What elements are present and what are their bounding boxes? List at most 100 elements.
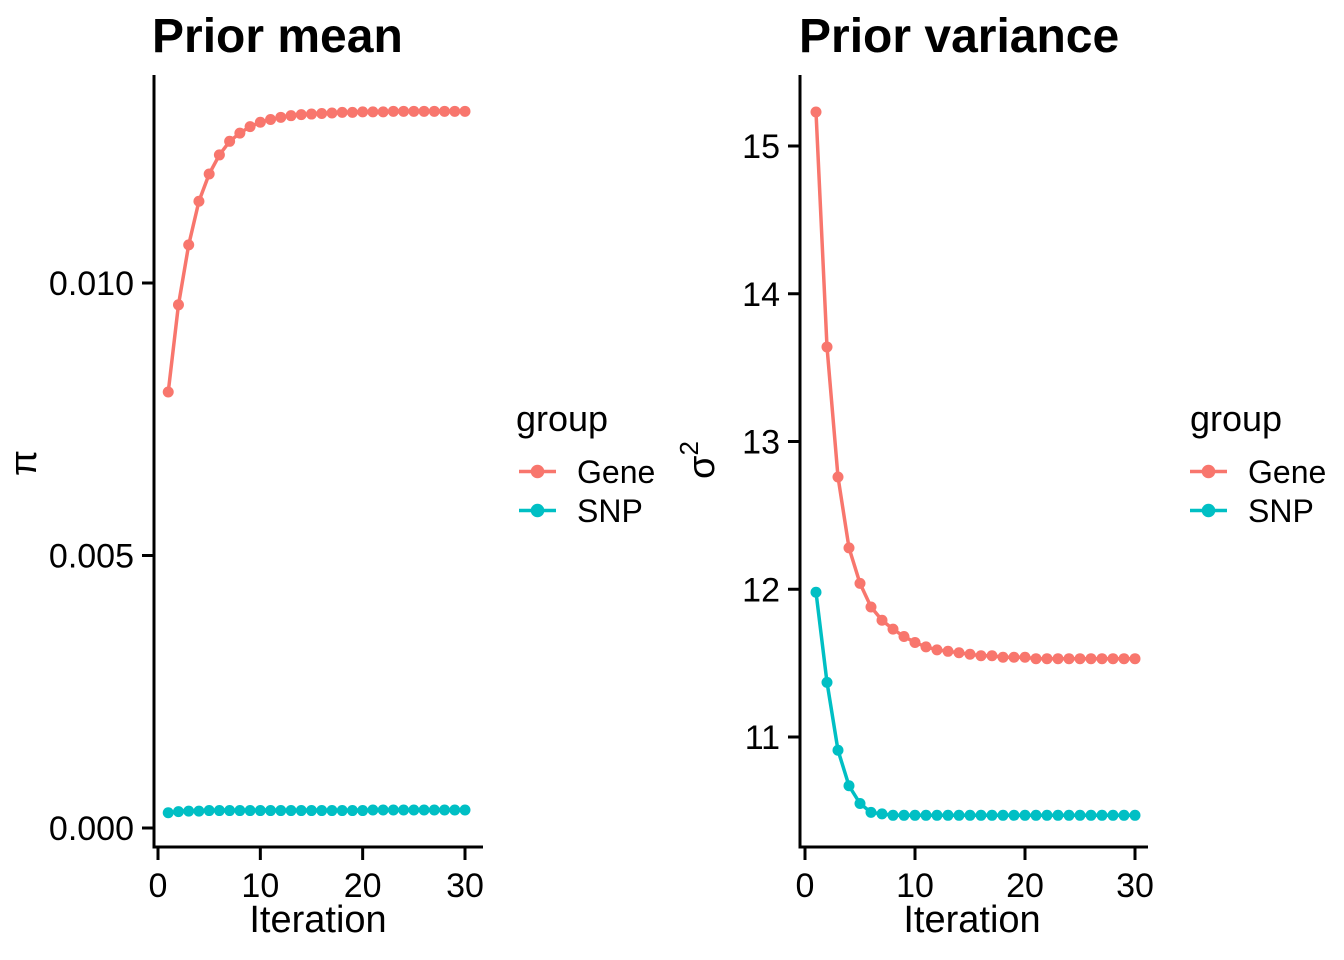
snp-point — [398, 804, 410, 816]
gene-point — [1019, 651, 1031, 663]
gene-point — [254, 116, 266, 128]
snp-point — [357, 805, 369, 817]
snp-point — [449, 804, 461, 816]
axes-right: 11 12 13 14 15 0 10 20 30 — [742, 75, 1154, 905]
gene-point — [953, 647, 965, 659]
x-tick-label: 10 — [241, 867, 279, 905]
legend-left: group Gene SNP — [516, 398, 655, 529]
gene-point — [449, 105, 461, 117]
gene-point — [285, 110, 297, 122]
gene-point — [1129, 653, 1141, 665]
snp-point — [1096, 809, 1108, 821]
gene-point — [357, 106, 369, 118]
gene-point — [305, 108, 317, 120]
legend-key-dot-gene — [530, 464, 545, 479]
y-tick-label: 15 — [742, 128, 780, 166]
legend-item-gene: Gene — [577, 454, 655, 490]
gene-point — [439, 105, 451, 117]
snp-point — [975, 809, 987, 821]
snp-point — [428, 804, 440, 816]
panel-title: Prior variance — [799, 10, 1119, 63]
snp-point — [876, 808, 888, 820]
gene-point — [997, 651, 1009, 663]
snp-point — [909, 809, 921, 821]
gene-point — [408, 105, 420, 117]
snp-point — [953, 809, 965, 821]
x-tick-label: 30 — [446, 867, 484, 905]
snp-point — [1041, 809, 1053, 821]
legend-title: group — [516, 398, 608, 439]
snp-point — [459, 804, 471, 816]
snp-point — [316, 805, 328, 817]
gene-point — [909, 636, 921, 648]
snp-point — [986, 809, 998, 821]
snp-point — [931, 809, 943, 821]
snp-point — [203, 805, 215, 817]
snp-point — [1074, 809, 1086, 821]
gene-point — [316, 108, 328, 120]
snp-point — [172, 806, 184, 818]
snp-point — [920, 809, 932, 821]
gene-point — [1030, 653, 1042, 665]
gene-point — [975, 650, 987, 662]
snp-point — [1107, 809, 1119, 821]
x-tick-label: 10 — [896, 867, 934, 905]
gene-point — [387, 105, 399, 117]
snp-point — [865, 806, 877, 818]
snp-point — [162, 807, 174, 819]
y-tick-label: 11 — [745, 719, 780, 757]
gene-point — [377, 106, 389, 118]
gene-point — [183, 239, 195, 251]
gene-point — [920, 641, 932, 653]
gene-point — [854, 577, 866, 589]
gene-point — [346, 106, 358, 118]
snp-point — [898, 809, 910, 821]
snp-point — [439, 804, 451, 816]
snp-point — [377, 804, 389, 816]
snp-point — [213, 805, 225, 817]
snp-point — [997, 809, 1009, 821]
panel-title: Prior mean — [152, 10, 403, 63]
snp-point — [854, 797, 866, 809]
y-tick-label: 0.005 — [49, 538, 134, 576]
x-tick-label: 20 — [1006, 867, 1044, 905]
snp-point — [244, 805, 256, 817]
snp-point — [254, 805, 266, 817]
panel-prior-mean: Prior mean π Iteration 0.000 0.005 0.010 0 1… — [3, 10, 484, 941]
axes-left: 0.000 0.005 0.010 0 10 20 30 — [49, 75, 484, 905]
legend-item-gene: Gene — [1248, 454, 1326, 490]
snp-point — [234, 805, 246, 817]
legend-item-snp: SNP — [577, 493, 643, 529]
x-tick-label: 0 — [796, 867, 815, 905]
x-tick-label: 0 — [149, 867, 168, 905]
y-tick-label: 13 — [742, 424, 780, 462]
gene-point — [964, 648, 976, 660]
snp-point — [810, 586, 822, 598]
legend-title: group — [1190, 398, 1282, 439]
y-tick-label: 0.000 — [49, 810, 134, 848]
snp-point — [387, 804, 399, 816]
series-right — [810, 106, 1141, 821]
gene-point — [398, 105, 410, 117]
gene-point — [887, 623, 899, 635]
gene-line — [814, 111, 1135, 661]
x-tick-label: 30 — [1116, 867, 1154, 905]
snp-point — [821, 676, 833, 688]
gene-point — [418, 105, 430, 117]
snp-point — [942, 809, 954, 821]
snp-point — [305, 805, 317, 817]
snp-point — [1063, 809, 1075, 821]
snp-point — [326, 805, 338, 817]
gene-point — [203, 168, 215, 180]
x-axis-title: Iteration — [249, 899, 386, 941]
snp-point — [1019, 809, 1031, 821]
snp-point — [1030, 809, 1042, 821]
legend-key-dot-snp — [1201, 503, 1216, 518]
gene-point — [367, 106, 379, 118]
gene-point — [898, 631, 910, 643]
y-axis-title-pi: π — [3, 450, 45, 476]
snp-point — [183, 805, 195, 817]
gene-point — [986, 650, 998, 662]
gene-point — [1052, 653, 1064, 665]
